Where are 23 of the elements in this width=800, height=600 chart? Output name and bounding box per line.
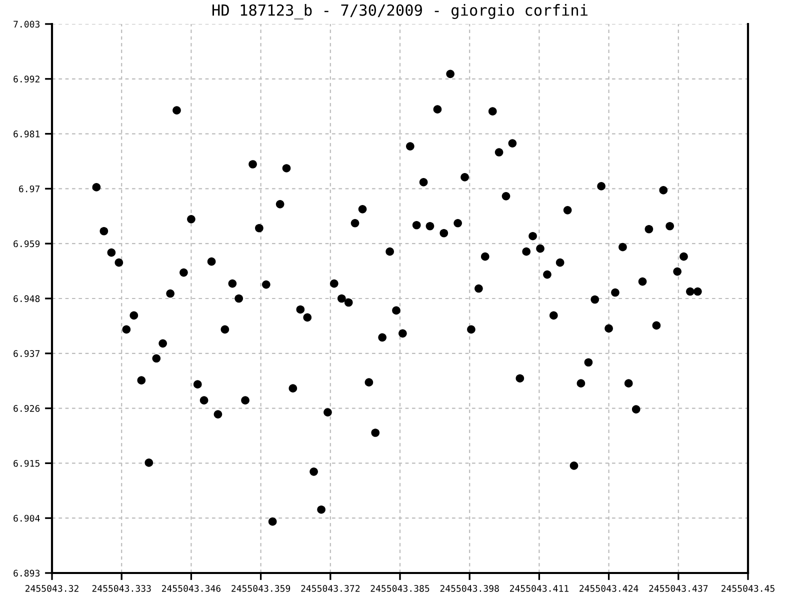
x-tick-label: 2455043.411 (510, 585, 568, 592)
x-tick-label: 2455043.398 (440, 585, 499, 592)
chart-title: HD 187123_b - 7/30/2009 - giorgio corfini (212, 4, 588, 20)
x-tick-label: 2455043.333 (92, 585, 151, 592)
y-tick-label: 7.003 (14, 20, 40, 28)
y-tick-label: 6.926 (14, 405, 40, 412)
y-tick-label: 6.959 (14, 240, 40, 248)
y-tick-label: 6.937 (14, 350, 40, 357)
y-tick-label: 6.904 (14, 514, 40, 522)
y-tick-label: 6.948 (14, 295, 40, 302)
x-tick-label: 2455043.32 (25, 585, 78, 592)
x-tick-label: 2455043.437 (649, 585, 708, 592)
x-tick-label: 2455043.372 (301, 585, 360, 592)
y-tick-label: 6.97 (19, 185, 40, 192)
x-tick-label: 2455043.385 (370, 585, 430, 592)
x-tick-label: 2455043.346 (162, 585, 221, 592)
y-tick-label: 6.915 (14, 460, 40, 467)
y-tick-label: 6.981 (14, 130, 40, 138)
x-tick-label: 2455043.45 (721, 585, 774, 592)
y-tick-label: 6.992 (14, 76, 40, 82)
x-tick-label: 2455043.424 (580, 585, 638, 592)
x-tick-label: 2455043.359 (232, 585, 290, 592)
y-tick-label: 6.893 (14, 570, 40, 577)
